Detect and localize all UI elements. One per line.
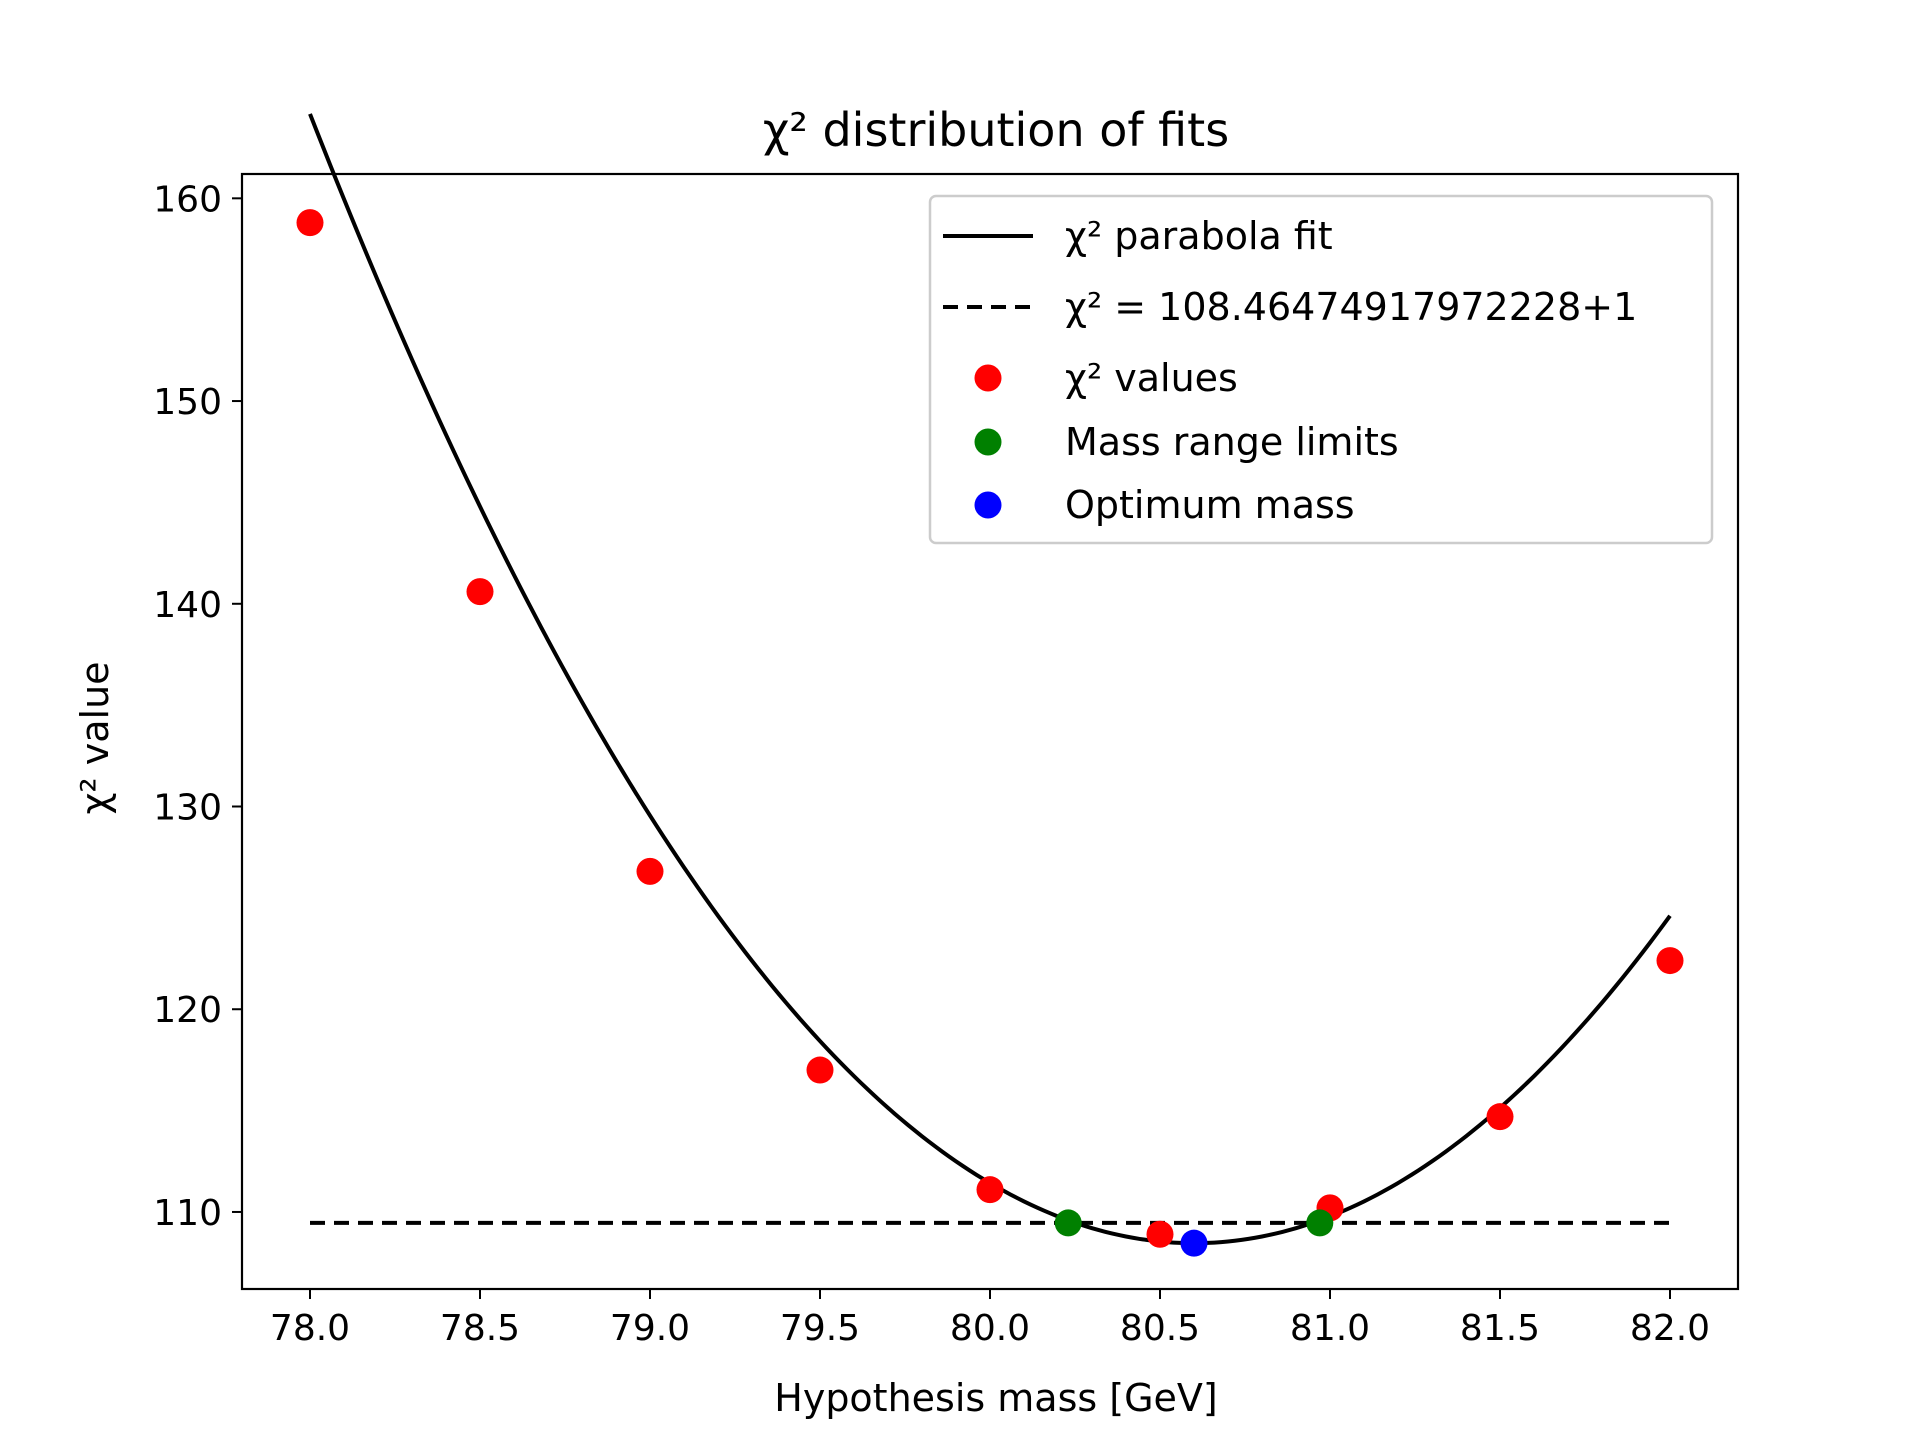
y-tick-label: 140 bbox=[153, 585, 222, 626]
y-tick-label: 120 bbox=[153, 990, 222, 1031]
x-tick-label: 79.0 bbox=[610, 1308, 690, 1349]
y-tick-label: 130 bbox=[153, 788, 222, 829]
plot-area: 78.0 78.5 79.0 79.5 80.0 80.5 81.0 81.5 82.0 110 1… bbox=[153, 113, 1740, 1349]
y-tick-label: 150 bbox=[153, 382, 222, 423]
y-tick-label: 110 bbox=[153, 1193, 222, 1234]
y-tick-label: 160 bbox=[153, 179, 222, 220]
legend-handle-marker bbox=[974, 364, 1002, 392]
values-point bbox=[806, 1056, 834, 1084]
legend-label: χ² values bbox=[1065, 356, 1238, 400]
x-tick-label: 78.5 bbox=[440, 1308, 520, 1349]
mass-range-limits-point bbox=[1054, 1209, 1082, 1237]
values-point bbox=[976, 1176, 1004, 1204]
legend-box bbox=[928, 194, 1714, 545]
x-tick-label: 81.0 bbox=[1290, 1308, 1370, 1349]
legend-label: Mass range limits bbox=[1065, 420, 1399, 464]
values-point bbox=[1486, 1103, 1514, 1131]
legend-label: χ² = 108.46474917972228+1 bbox=[1065, 285, 1637, 329]
optimum-mass-point bbox=[1180, 1229, 1208, 1257]
x-axis-label: Hypothesis mass [GeV] bbox=[774, 1376, 1217, 1420]
x-tick-label: 80.5 bbox=[1120, 1308, 1200, 1349]
y-axis-label: χ² value bbox=[73, 661, 117, 814]
legend: χ² parabola fit χ² = 108.46474917972228+1… bbox=[928, 194, 1714, 545]
legend-handle-marker bbox=[974, 428, 1002, 456]
values-point bbox=[1146, 1220, 1174, 1248]
x-tick-label: 78.0 bbox=[270, 1308, 350, 1349]
legend-label: Optimum mass bbox=[1065, 483, 1355, 527]
legend-handle-marker bbox=[974, 491, 1002, 519]
values-point bbox=[296, 209, 324, 237]
values-point bbox=[1656, 947, 1684, 975]
x-tick-label: 82.0 bbox=[1630, 1308, 1710, 1349]
values-point bbox=[636, 857, 664, 885]
chart-title: χ² distribution of fits bbox=[763, 103, 1229, 157]
x-tick-label: 79.5 bbox=[780, 1308, 860, 1349]
mass-range-limits-point bbox=[1306, 1209, 1334, 1237]
x-tick-label: 80.0 bbox=[950, 1308, 1030, 1349]
values-point bbox=[466, 578, 494, 606]
x-tick-label: 81.5 bbox=[1460, 1308, 1540, 1349]
legend-label: χ² parabola fit bbox=[1065, 214, 1333, 258]
